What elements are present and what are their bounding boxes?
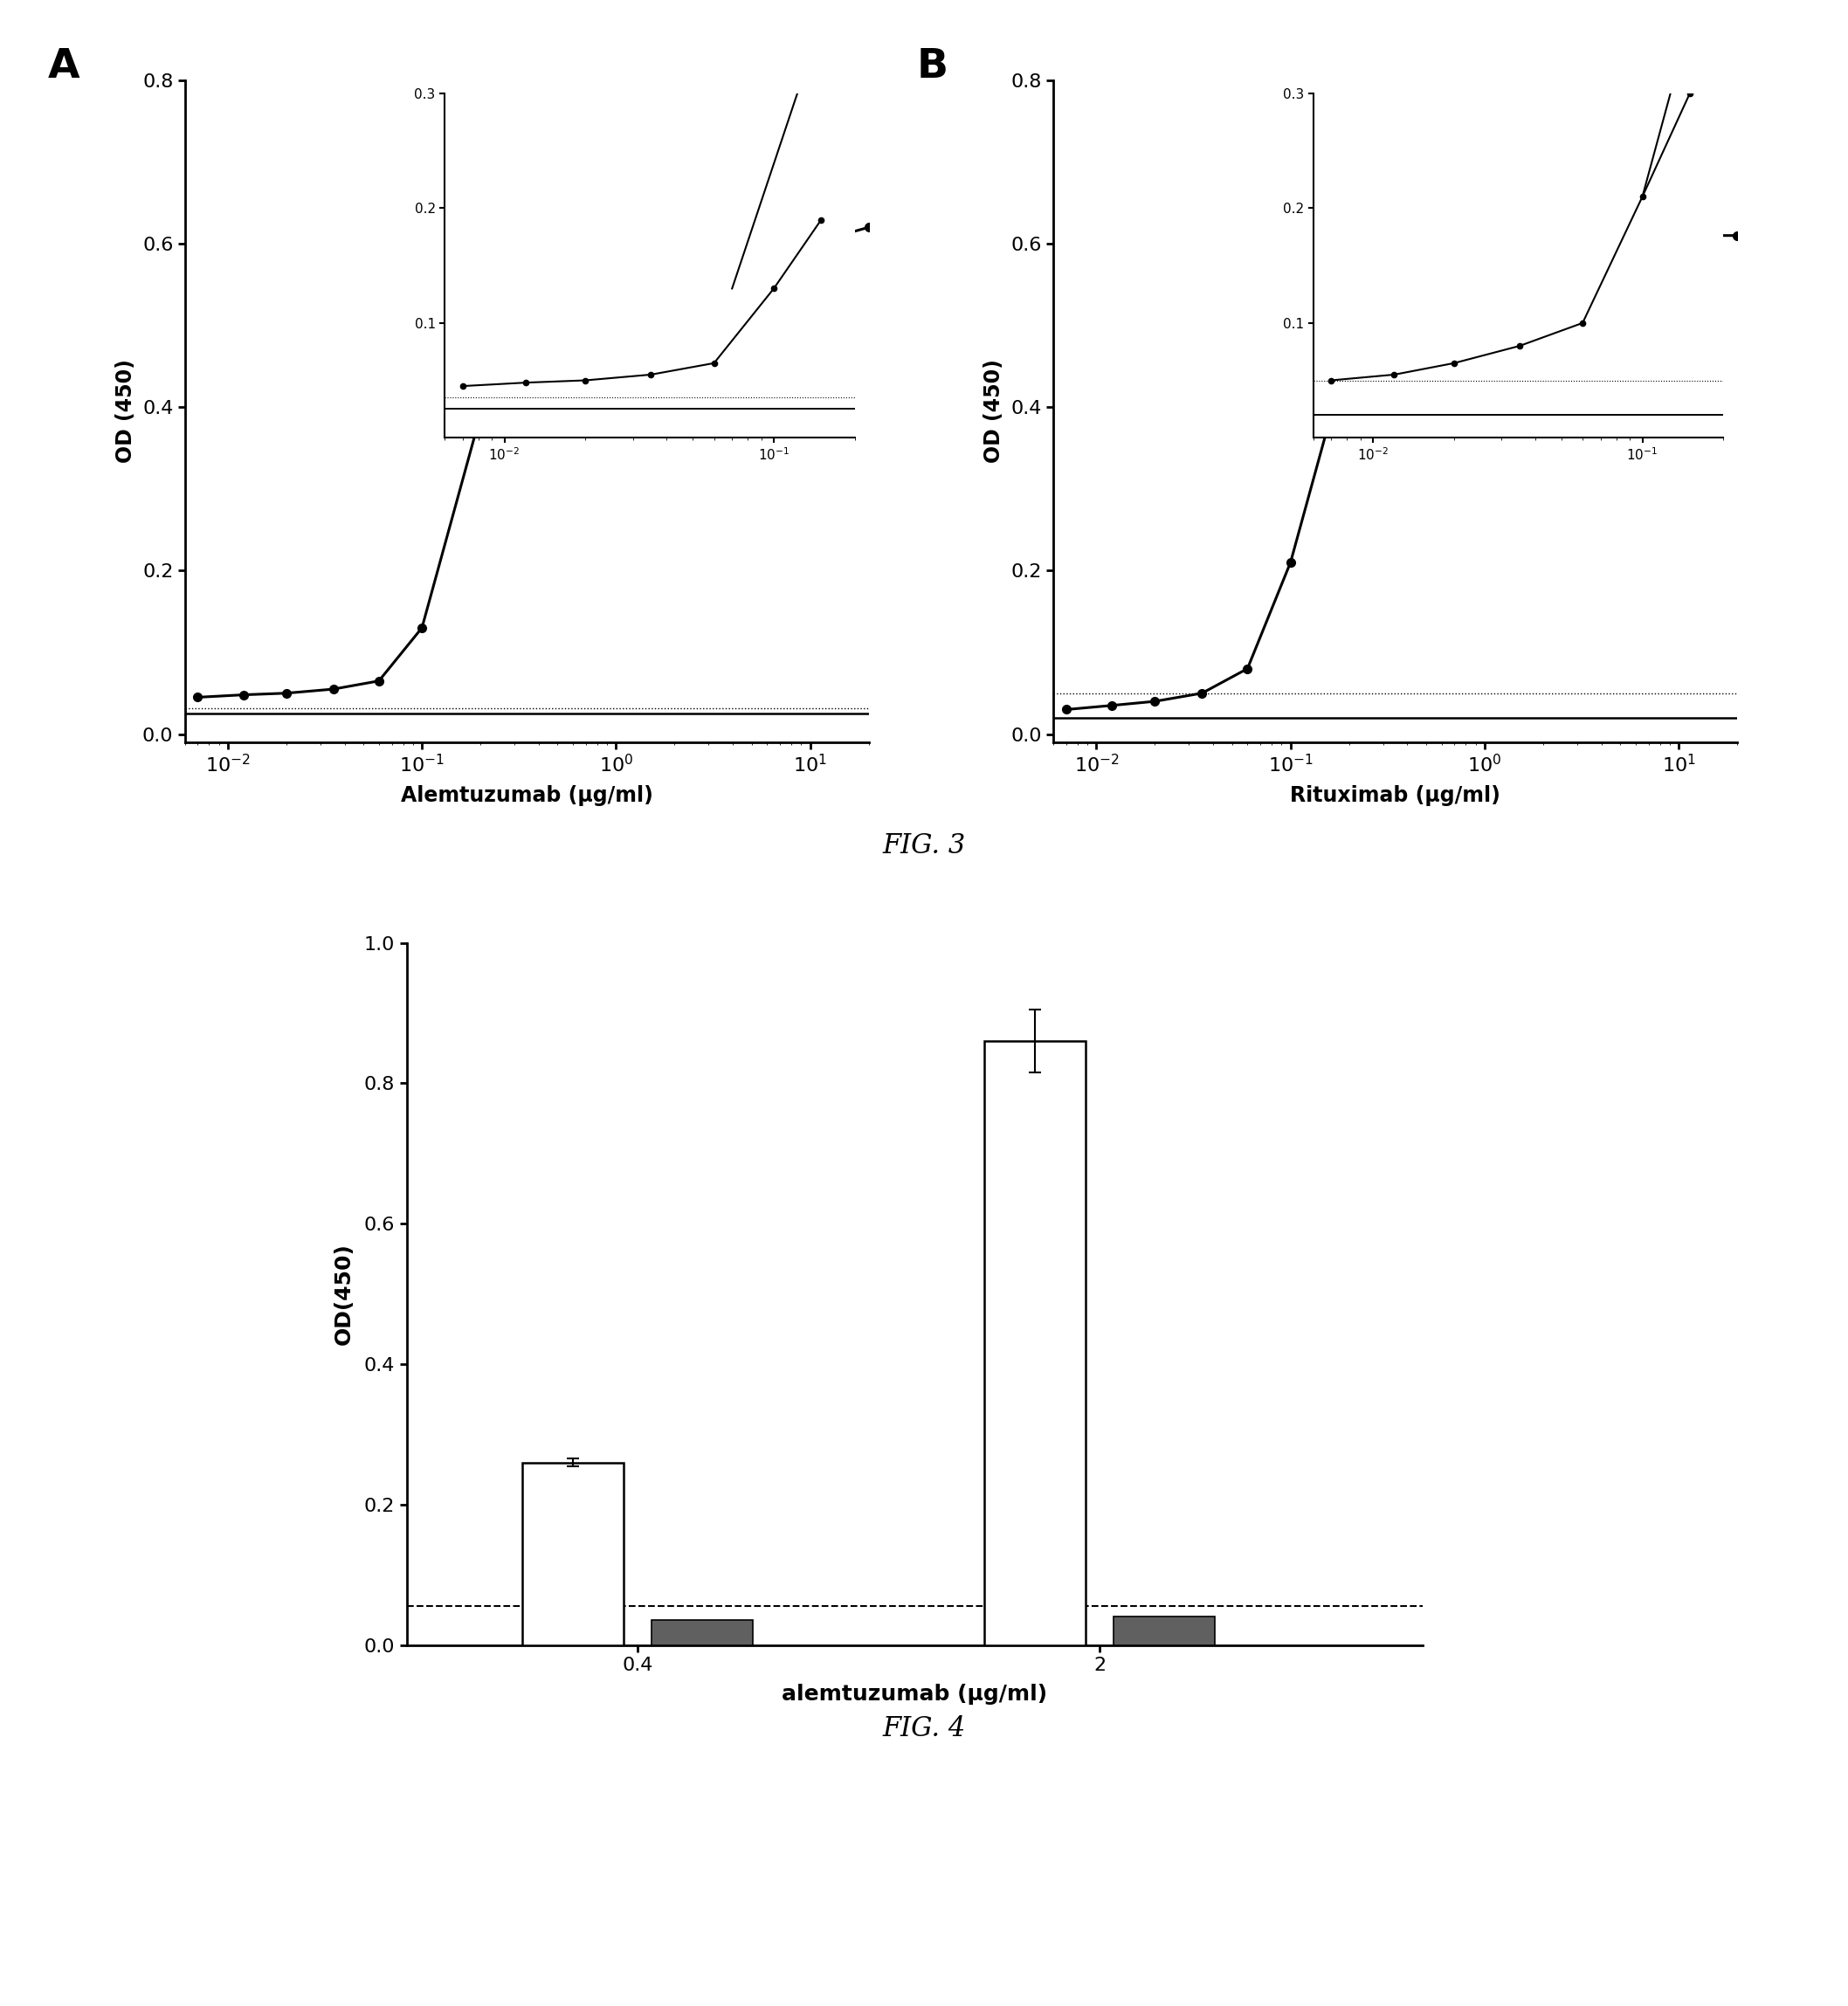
Text: B: B bbox=[917, 46, 948, 86]
X-axis label: alemtuzumab (μg/ml): alemtuzumab (μg/ml) bbox=[782, 1683, 1048, 1705]
X-axis label: Rituximab (μg/ml): Rituximab (μg/ml) bbox=[1290, 786, 1501, 806]
Y-axis label: OD (450): OD (450) bbox=[983, 359, 1005, 463]
Text: FIG. 3: FIG. 3 bbox=[881, 832, 967, 859]
Text: FIG. 4: FIG. 4 bbox=[881, 1715, 967, 1741]
Text: A: A bbox=[48, 46, 79, 86]
X-axis label: Alemtuzumab (μg/ml): Alemtuzumab (μg/ml) bbox=[401, 786, 652, 806]
Bar bbox=[983, 1041, 1087, 1645]
Y-axis label: OD(450): OD(450) bbox=[333, 1244, 355, 1344]
Bar bbox=[652, 1621, 754, 1645]
Bar bbox=[1112, 1617, 1216, 1645]
Y-axis label: OD (450): OD (450) bbox=[115, 359, 137, 463]
Bar bbox=[521, 1462, 625, 1645]
